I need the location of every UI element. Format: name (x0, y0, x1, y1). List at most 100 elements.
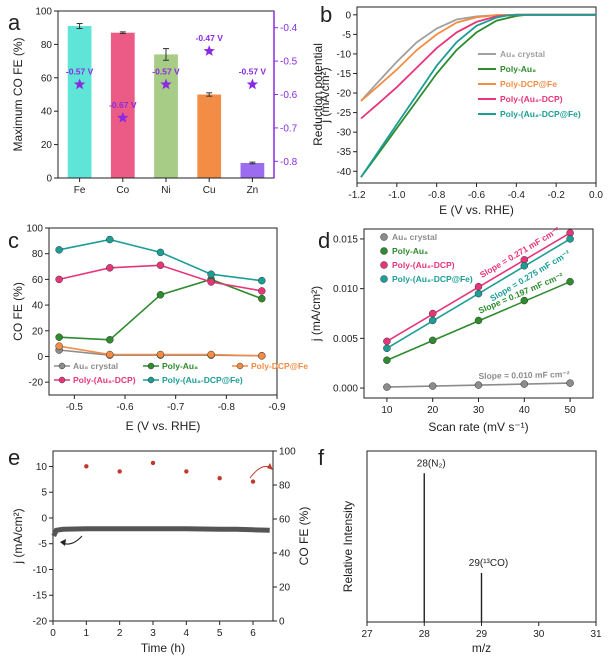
y-axis-title: CO FE (%) (11, 282, 25, 341)
legend-dot-3 (380, 275, 388, 283)
x-tick--0.2-label: -0.2 (548, 190, 566, 201)
x-tick-29-label: 29 (476, 629, 488, 640)
y-tick-60-label: 60 (32, 275, 44, 286)
y-tick-60-label: 60 (41, 73, 53, 84)
y-tick--35-label: -35 (337, 147, 352, 158)
legend-label-2: Poly-(Au₈-DCP) (392, 260, 455, 270)
x-axis-title: E (V vs. RHE) (439, 203, 514, 217)
y2-tick-80-label: 80 (279, 481, 291, 492)
data-point-3-3 (520, 262, 529, 270)
data-point-0-0 (383, 383, 391, 391)
y-tick-20-label: 20 (32, 326, 44, 337)
x-tick-5-label: 5 (217, 628, 223, 639)
y-tick-20-label: 20 (41, 140, 53, 151)
x-tick--0.9-label: -0.9 (268, 402, 286, 413)
data-point-2-1 (106, 350, 114, 359)
data-point-3-2 (156, 261, 165, 270)
y-tick-100-label: 100 (35, 7, 52, 18)
y-tick--10-label: -10 (337, 49, 352, 60)
arrow-head-right (267, 463, 273, 470)
y-tick-0-label: 0 (46, 174, 52, 185)
legend-dot-0 (380, 233, 388, 241)
panel-e: e0 1 2 3 4 5 6-20-15-10-50510020406080100Time … (8, 445, 311, 655)
y-tick--15-label: -15 (337, 69, 352, 80)
y-tick--30-label: -30 (337, 128, 352, 139)
panel-letter-b: b (320, 2, 332, 27)
potential-star-Zn (246, 78, 259, 90)
legend-dot-4 (147, 376, 155, 384)
legend-label-1: Poly-Au₈ (392, 246, 428, 256)
legend-label-0: Au₈ crystal (73, 361, 118, 371)
x-tick-1-label: 1 (84, 628, 90, 639)
data-point-4-1 (106, 235, 114, 244)
y-axis-title: j (mA/cm²) (11, 508, 25, 564)
fe-point-4 (217, 476, 222, 481)
y-tick-5-label: 5 (41, 488, 47, 499)
plot-frame (52, 450, 274, 622)
panel-c: c -0.5 -0.6 -0.7 -0.8 -0.9 -20 0 20 40 60 80 100 Au₈ … (8, 224, 308, 434)
y-tick--40-label: -40 (337, 167, 352, 178)
data-point-2-0 (383, 337, 391, 346)
legend-label-0: Au₈ crystal (392, 232, 437, 242)
panel-letter-a: a (8, 10, 21, 35)
arrow-head-left (60, 539, 66, 546)
data-point-1-0 (55, 333, 63, 341)
x-tick-Zn-label: Zn (247, 185, 259, 196)
potential-label-Ni: -0.57 V (152, 66, 180, 76)
data-point-3-1 (428, 316, 437, 325)
y-tick-0.000-label: 0.000 (333, 384, 358, 395)
x-tick-28-label: 28 (419, 629, 431, 640)
panel-letter-c: c (8, 228, 19, 253)
fe-point-2 (150, 460, 156, 466)
panel-letter-f: f (318, 445, 325, 470)
data-point-2-3 (207, 350, 215, 359)
legend-dot-2 (380, 261, 388, 269)
x-tick--0.6-label: -0.6 (116, 402, 134, 413)
y-tick--10-label: -10 (33, 565, 48, 576)
y-tick-10-label: 10 (36, 462, 48, 473)
x-tick--0.7-label: -0.7 (167, 402, 185, 413)
y2-tick-0-label: 0 (279, 617, 285, 628)
data-point-3-4 (566, 235, 574, 243)
potential-star-Co (117, 111, 129, 123)
y2-tick--0.7-label: -0.7 (280, 123, 298, 134)
x-axis-title: Time (h) (141, 641, 185, 655)
x-tick-50-label: 50 (565, 405, 577, 416)
legend-label-3: Poly-(Au₈-DCP) (73, 375, 136, 385)
data-point-2-4 (258, 352, 266, 360)
data-point-0-4 (566, 379, 574, 387)
current-trace (51, 526, 270, 538)
panel-letter-d: d (318, 228, 330, 253)
y-tick--5-label: -5 (342, 30, 351, 41)
y-tick-0-label: 0 (41, 513, 47, 524)
y-tick--25-label: -25 (337, 108, 352, 119)
legend-dot-1 (380, 247, 388, 255)
panel-b: b -1.2 -1.0 -0.8 -0.6 -0.4 -0.2 0.0 0 -5 -10 -15 -20… (318, 2, 603, 217)
peak-label-29: 29(¹³CO) (469, 558, 508, 569)
data-point-2-2 (474, 282, 483, 291)
data-point-1-4 (258, 294, 266, 303)
x-tick--0.6-label: -0.6 (468, 190, 486, 201)
data-point-0-2 (474, 381, 483, 389)
panel-letter-e: e (8, 445, 20, 470)
x-tick--0.4-label: -0.4 (508, 190, 526, 201)
x-tick-4-label: 4 (184, 628, 190, 639)
legend-label-1: Poly-Au₈ (500, 64, 536, 74)
x-tick--0.8-label: -0.8 (428, 190, 446, 201)
x-tick-27-label: 27 (361, 629, 373, 640)
y-tick--15-label: -15 (33, 591, 48, 602)
x-tick--1.2-label: -1.2 (348, 190, 366, 201)
x-tick-6-label: 6 (250, 628, 256, 639)
data-point-1-4 (566, 277, 574, 286)
series-line-4 (58, 238, 262, 282)
legend-dot-0 (58, 362, 66, 370)
potential-label-Co: -0.67 V (109, 100, 137, 110)
y-tick-0.005-label: 0.005 (333, 334, 358, 345)
legend-label-4: Poly-(Au₈-DCP@Fe) (162, 375, 243, 385)
data-point-2-0 (55, 342, 63, 350)
fe-point-0 (84, 464, 89, 469)
data-point-4-2 (156, 248, 165, 257)
y-axis-title: Maximum CO FE (%) (11, 37, 25, 151)
legend-dot-1 (147, 362, 155, 370)
